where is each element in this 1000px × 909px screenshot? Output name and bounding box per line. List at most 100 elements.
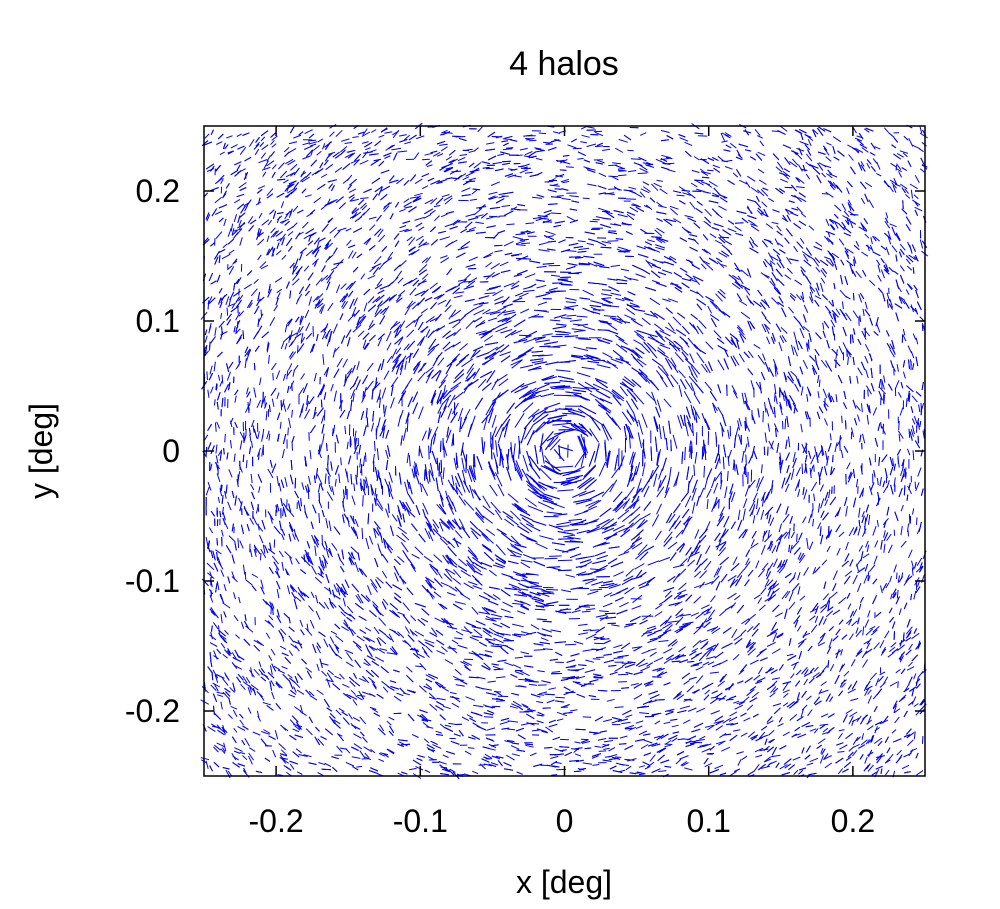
shear-whisker: [359, 458, 362, 468]
shear-whisker: [829, 591, 838, 599]
shear-whisker: [320, 304, 325, 315]
shear-whisker: [645, 391, 656, 402]
shear-whisker: [440, 582, 449, 587]
shear-whisker: [693, 277, 701, 286]
shear-whisker: [465, 367, 474, 380]
shear-whisker: [533, 309, 547, 312]
shear-whisker: [799, 595, 806, 601]
shear-whisker: [699, 735, 706, 740]
shear-whisker: [469, 484, 474, 499]
shear-whisker: [316, 663, 320, 672]
shear-whisker: [866, 544, 870, 553]
shear-whisker: [278, 162, 285, 170]
shear-whisker: [487, 680, 496, 683]
shear-whisker: [802, 359, 808, 370]
shear-whisker: [809, 467, 812, 479]
shear-whisker: [770, 754, 781, 758]
shear-whisker: [255, 504, 260, 514]
shear-whisker: [844, 295, 851, 300]
shear-whisker: [870, 629, 878, 636]
shear-whisker: [352, 393, 355, 402]
shear-whisker: [555, 696, 565, 699]
shear-whisker: [250, 419, 255, 428]
shear-whisker: [718, 251, 728, 258]
shear-whisker: [573, 640, 584, 645]
shear-whisker: [855, 270, 862, 279]
shear-whisker: [578, 338, 591, 341]
shear-whisker: [474, 512, 485, 524]
shear-whisker: [491, 414, 497, 428]
shear-whisker: [433, 591, 442, 598]
shear-whisker: [608, 175, 619, 178]
shear-whisker: [537, 501, 555, 510]
shear-whisker: [448, 585, 458, 592]
shear-whisker: [220, 748, 226, 754]
shear-whisker: [455, 485, 463, 496]
shear-whisker: [289, 351, 297, 360]
shear-whisker: [423, 650, 430, 658]
shear-whisker: [684, 518, 692, 527]
shear-whisker: [507, 493, 519, 503]
shear-whisker: [747, 731, 756, 738]
shear-whisker: [447, 394, 456, 408]
shear-whisker: [449, 768, 456, 773]
shear-whisker: [394, 572, 399, 582]
shear-whisker: [779, 461, 782, 474]
shear-whisker: [286, 585, 291, 595]
shear-whisker: [290, 171, 296, 177]
shear-whisker: [776, 161, 784, 170]
shear-whisker: [458, 495, 466, 506]
shear-whisker: [771, 545, 777, 554]
shear-whisker: [616, 496, 627, 507]
shear-whisker: [327, 669, 334, 676]
shear-whisker: [844, 570, 853, 577]
shear-whisker: [623, 575, 634, 582]
shear-whisker: [641, 413, 648, 428]
shear-whisker: [822, 322, 825, 330]
shear-whisker: [646, 261, 657, 266]
shear-whisker: [432, 519, 440, 529]
shear-whisker: [298, 325, 304, 333]
shear-whisker: [399, 409, 404, 419]
shear-whisker: [388, 481, 393, 492]
shear-whisker: [242, 564, 246, 575]
shear-whisker: [220, 701, 223, 710]
shear-whisker: [528, 313, 540, 319]
shear-whisker: [254, 148, 260, 156]
shear-whisker: [809, 163, 815, 169]
shear-whisker: [282, 373, 286, 381]
shear-whisker: [775, 166, 783, 173]
shear-whisker: [493, 637, 504, 644]
shear-whisker: [418, 264, 428, 273]
shear-whisker: [811, 509, 813, 518]
shear-whisker: [704, 448, 707, 461]
shear-whisker: [551, 183, 559, 187]
shear-whisker: [732, 653, 740, 661]
shear-whisker: [640, 666, 651, 672]
shear-whisker: [210, 386, 214, 394]
shear-whisker: [409, 196, 419, 199]
shear-whisker: [912, 508, 915, 515]
shear-whisker: [889, 223, 897, 228]
shear-whisker: [270, 227, 276, 234]
shear-whisker: [852, 127, 857, 134]
shear-whisker: [553, 429, 575, 435]
shear-whisker: [800, 423, 803, 433]
shear-whisker: [803, 326, 810, 332]
shear-whisker: [583, 354, 595, 361]
shear-whisker: [213, 399, 216, 406]
shear-whisker: [422, 722, 430, 728]
shear-whisker: [220, 614, 223, 624]
shear-whisker: [216, 473, 221, 483]
shear-whisker: [763, 274, 770, 278]
shear-whisker: [575, 675, 586, 680]
shear-whisker: [364, 627, 372, 632]
shear-whisker: [908, 428, 911, 438]
shear-whisker: [805, 343, 809, 352]
shear-whisker: [818, 379, 821, 387]
shear-whisker: [351, 251, 357, 259]
shear-whisker: [760, 765, 771, 769]
shear-whisker: [310, 591, 315, 599]
shear-whisker: [551, 671, 561, 673]
shear-whisker: [564, 297, 577, 301]
